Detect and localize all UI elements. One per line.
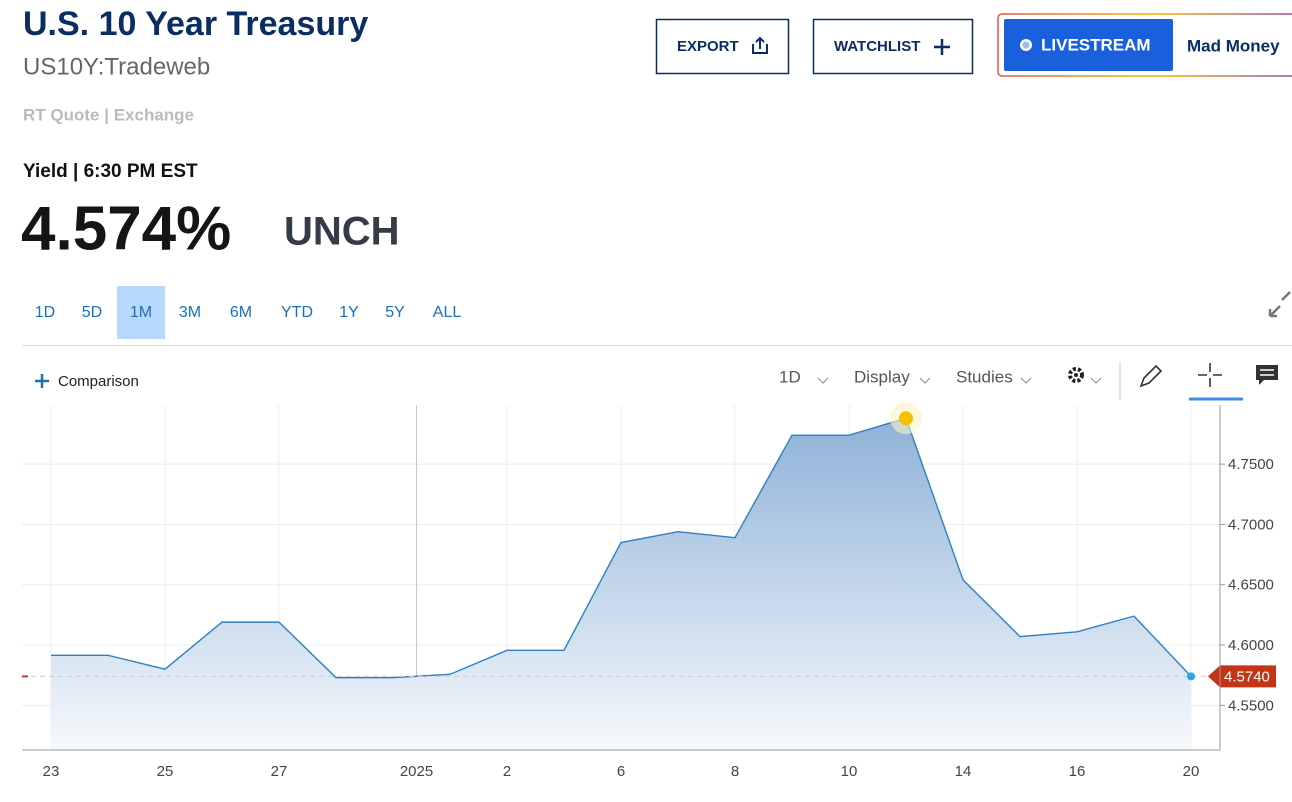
range-tab[interactable]: 5Y <box>385 304 405 321</box>
range-tab[interactable]: 6M <box>230 304 252 321</box>
chevron <box>1020 377 1032 384</box>
watchlist-icon[interactable] <box>934 39 950 55</box>
settings-icon[interactable] <box>1068 367 1084 383</box>
symbol: US10Y:Tradeweb <box>23 53 210 80</box>
line <box>51 417 1192 679</box>
live-dot-inner <box>1022 41 1030 49</box>
chevron <box>817 377 829 384</box>
chevron <box>1090 377 1102 384</box>
title: U.S. 10 Year Treasury <box>23 5 368 43</box>
range-tab[interactable]: 3M <box>179 304 201 321</box>
comparison[interactable]: Comparison <box>58 373 139 390</box>
display[interactable]: Display <box>854 367 910 386</box>
x-tick-label: 27 <box>271 763 288 780</box>
livestream-label[interactable]: LIVESTREAM <box>1041 35 1151 54</box>
range-tab[interactable]: ALL <box>433 304 462 321</box>
y-tick-label: 4.6000 <box>1228 637 1274 654</box>
x-tick-label: 20 <box>1183 763 1200 780</box>
x-tick-label: 8 <box>731 763 739 780</box>
x-tick-label: 25 <box>157 763 174 780</box>
range-tab[interactable]: 5D <box>82 304 102 321</box>
x-tick-label: 23 <box>43 763 60 780</box>
year-label: 2025 <box>400 763 433 780</box>
change: UNCH <box>284 210 400 254</box>
chevron <box>919 377 931 384</box>
show-name[interactable]: Mad Money <box>1187 36 1280 55</box>
watchlist-label[interactable]: WATCHLIST <box>834 38 920 55</box>
y-tick-label: 4.5500 <box>1228 697 1274 714</box>
chart: 23 25 27 2 6 8 10 14 16 20 4.7500 4.7000 4.6500 4.600… <box>22 402 1276 780</box>
x-tick-label: 10 <box>841 763 858 780</box>
range-tab[interactable]: 1M <box>130 304 152 321</box>
comment-lines <box>1260 369 1274 376</box>
expand-icon[interactable] <box>1268 291 1291 318</box>
range-tabs: 1D 5D 1M 3M 6M YTD 1Y 5Y ALL <box>35 286 462 339</box>
range-tab[interactable]: 1D <box>35 304 55 321</box>
price: 4.574% <box>21 194 231 263</box>
last-price-label: 4.5740 <box>1224 668 1270 685</box>
x-tick-label: 2 <box>503 763 511 780</box>
x-tick-label: 16 <box>1069 763 1086 780</box>
range-tab[interactable]: YTD <box>281 304 313 321</box>
y-tick-label: 4.6500 <box>1228 577 1274 594</box>
livestream-button[interactable] <box>1004 19 1173 71</box>
y-tick-label: 4.7500 <box>1228 456 1274 473</box>
x-tick-label: 14 <box>955 763 972 780</box>
quote-source: RT Quote | Exchange <box>23 105 194 124</box>
last-point <box>1187 672 1195 681</box>
crosshair-icon[interactable] <box>1198 363 1222 387</box>
range-tab[interactable]: 1Y <box>339 304 359 321</box>
tab-selected <box>117 286 165 339</box>
studies[interactable]: Studies <box>956 367 1013 386</box>
last-price-tag <box>1208 665 1276 688</box>
interval[interactable]: 1D <box>779 367 801 386</box>
y-tick-label: 4.7000 <box>1228 516 1274 533</box>
settings-hub <box>1074 373 1078 377</box>
area <box>51 418 1191 750</box>
peak-point <box>899 411 913 426</box>
export-icon[interactable] <box>752 36 768 54</box>
draw-icon[interactable] <box>1139 364 1163 388</box>
x-tick-label: 6 <box>617 763 625 780</box>
export-label[interactable]: EXPORT <box>677 38 739 55</box>
comparison-icon[interactable] <box>35 374 49 388</box>
quote-label: Yield | 6:30 PM EST <box>23 161 198 182</box>
